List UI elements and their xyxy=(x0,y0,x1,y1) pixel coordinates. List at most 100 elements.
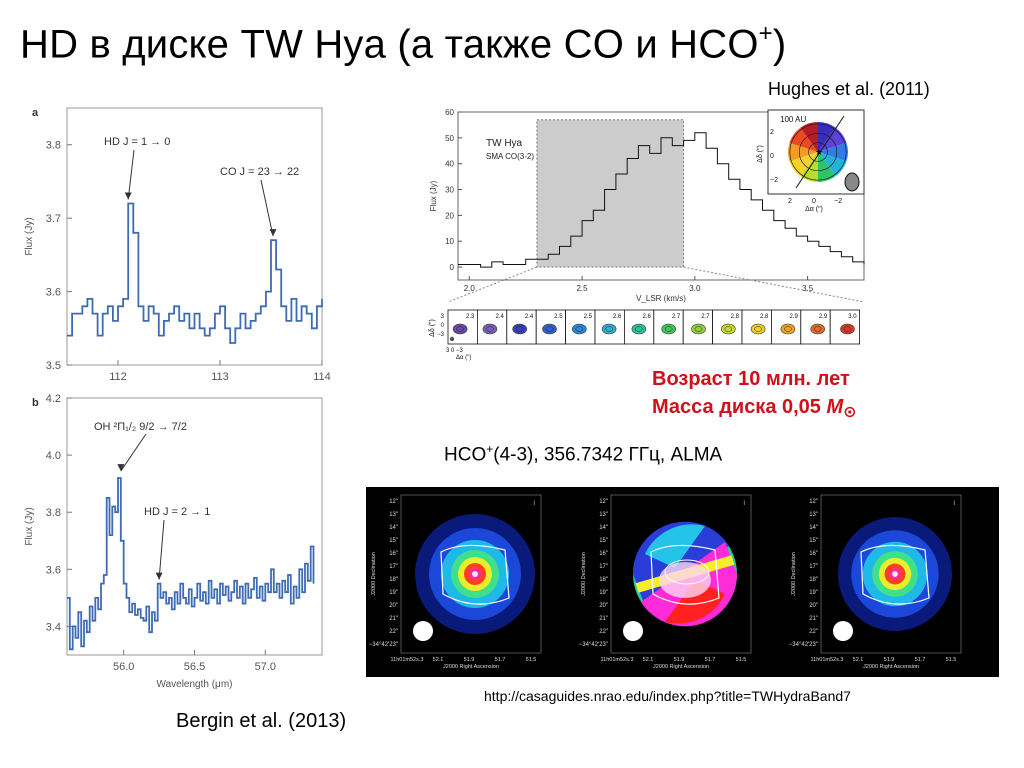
inset-velocity-wedge xyxy=(818,142,848,162)
dec-tick-label: 20" xyxy=(389,603,398,609)
alma-panel: I 12" 13" 14" 15" 16" 17" 18" 19" 20" 21" 22" −34°42… xyxy=(369,494,542,670)
channel-emission xyxy=(780,323,796,335)
slide-title: HD в диске TW Hya (а также CO и HCO+) xyxy=(20,20,787,67)
alma-beam xyxy=(413,621,433,641)
channel-velocity-label: 2.4 xyxy=(525,314,534,320)
y-tick-label: 40 xyxy=(445,160,454,169)
red-region xyxy=(665,580,725,624)
ra-tick-label: 51.5 xyxy=(526,657,537,663)
dec-tick-label: 18" xyxy=(809,577,818,583)
y-tick-label: 50 xyxy=(445,134,454,143)
ra-tick-label: 51.9 xyxy=(674,657,685,663)
inset-velocity-wedge xyxy=(788,142,818,162)
inset-velocity-wedge xyxy=(800,122,818,152)
annotation-label: CO J = 23 → 22 xyxy=(220,166,299,178)
x-tick-label: 3.5 xyxy=(802,284,814,293)
inset-beam-ellipse xyxy=(844,172,860,192)
channel-emission xyxy=(482,323,498,335)
dec-axis-label: J2000 Declination xyxy=(791,552,797,596)
alma-maps: I 12" 13" 14" 15" 16" 17" 18" 19" 20" 21" 22" −34°42… xyxy=(369,494,962,670)
dec-tick-label: 19" xyxy=(389,590,398,596)
inner-contour xyxy=(664,559,710,585)
channel-contour xyxy=(456,326,464,332)
dec-tick-label: 17" xyxy=(389,564,398,570)
channel-velocity-label: 2.6 xyxy=(642,314,651,320)
channel-emission xyxy=(840,323,855,335)
inset-x-tick: −2 xyxy=(834,198,842,205)
ra-axis-label: J2000 Right Ascension xyxy=(653,664,709,670)
inset-x-tick: 2 xyxy=(788,198,792,205)
channel-contour xyxy=(635,326,643,332)
channel-velocity-label: 2.9 xyxy=(789,314,798,320)
strip-y-tick: 0 xyxy=(441,323,445,329)
channel-contour xyxy=(605,326,613,332)
strip-x-ticks: 3 0 −3 xyxy=(446,348,464,354)
x-tick-label: 56.0 xyxy=(113,661,134,673)
channel-velocity-label: 2.9 xyxy=(819,314,828,320)
inset-y-label: Δδ (") xyxy=(757,145,764,163)
inset-y-tick: 0 xyxy=(770,153,774,160)
plot-frame xyxy=(457,111,865,281)
x-tick-label: 57.0 xyxy=(255,661,276,673)
x-tick-label: 2.5 xyxy=(576,284,588,293)
ra-tick-label: 51.7 xyxy=(495,657,506,663)
source-url[interactable]: http://casaguides.nrao.edu/index.php?tit… xyxy=(484,688,851,704)
dec-tick-label: −34°42'23" xyxy=(369,642,398,648)
alma-beam xyxy=(833,621,853,641)
x-axis-label: V_LSR (km/s) xyxy=(636,294,686,303)
panel-label: b xyxy=(32,397,39,409)
y-tick-label: 0 xyxy=(450,263,455,272)
inset-contour xyxy=(808,142,828,162)
dec-tick-label: 12" xyxy=(389,499,398,505)
ra-tick-label: 51.5 xyxy=(946,657,957,663)
dec-tick-label: 21" xyxy=(389,616,398,622)
hd-spectrum-panel-a: a 3.5 3.6 3.7 3.8 112 113 114 Flux (Jy) HD J = 1 … xyxy=(24,107,331,383)
channel-velocity-label: 2.8 xyxy=(731,314,740,320)
y-tick-label: 60 xyxy=(445,108,454,117)
dec-tick-label: 17" xyxy=(599,564,608,570)
ra-axis-label: J2000 Right Ascension xyxy=(863,664,919,670)
spectrum-line xyxy=(67,477,315,651)
dec-tick-label: 22" xyxy=(809,629,818,635)
inset-scale-label: 100 AU xyxy=(780,115,806,124)
strip-x-label: Δα (") xyxy=(456,355,471,361)
channel-velocity-label: 2.5 xyxy=(554,314,563,320)
channel-contour xyxy=(515,326,524,332)
ra-tick-label: 51.9 xyxy=(884,657,895,663)
channel-emission xyxy=(601,323,617,335)
slide-title-close: ) xyxy=(772,22,787,67)
dec-tick-label: 18" xyxy=(599,577,608,583)
strip-beam xyxy=(449,336,455,342)
dec-tick-label: 22" xyxy=(599,629,608,635)
annotation-arrow xyxy=(120,433,147,472)
inset-star-icon: ★ xyxy=(815,147,823,157)
x-tick-label: 112 xyxy=(109,371,127,383)
inset-x-label: Δα (") xyxy=(805,206,823,213)
channel-contour xyxy=(784,326,792,332)
annotation-label: OH ²Π₁/₂ 9/2 → 7/2 xyxy=(94,421,187,433)
dec-tick-label: 14" xyxy=(389,525,398,531)
hco-caption-pre: HCO xyxy=(444,444,487,466)
plot-frame xyxy=(66,397,323,656)
dec-tick-label: 16" xyxy=(599,551,608,557)
channel-contour xyxy=(843,326,852,332)
intensity-ring xyxy=(892,571,898,577)
alma-panel: I 12" 13" 14" 15" 16" 17" 18" 19" 20" 21" 22" −34°42… xyxy=(579,494,752,670)
channel-velocity-label: 2.3 xyxy=(466,314,475,320)
dec-tick-label: 13" xyxy=(809,512,818,518)
co-spectrum-line xyxy=(458,132,865,268)
alma-image-strip: I 12" 13" 14" 15" 16" 17" 18" 19" 20" 21" 22" −34°42… xyxy=(366,487,999,677)
x-tick-label: 113 xyxy=(211,371,229,383)
ra-tick-label: 51.9 xyxy=(464,657,475,663)
shaded-velocity-range xyxy=(536,119,685,268)
hco-caption: HCO+(4-3), 356.7342 ГГц, ALMA xyxy=(444,442,722,466)
ra-tick-label: 51.5 xyxy=(736,657,747,663)
y-tick-label: 3.4 xyxy=(46,621,61,633)
dec-tick-label: 15" xyxy=(389,538,398,544)
channel-emission xyxy=(631,323,647,335)
channel-contour xyxy=(754,326,762,332)
y-tick-label: 4.2 xyxy=(46,393,61,405)
intensity-ring xyxy=(472,571,478,577)
y-axis-label: Flux (Jy) xyxy=(24,507,35,545)
